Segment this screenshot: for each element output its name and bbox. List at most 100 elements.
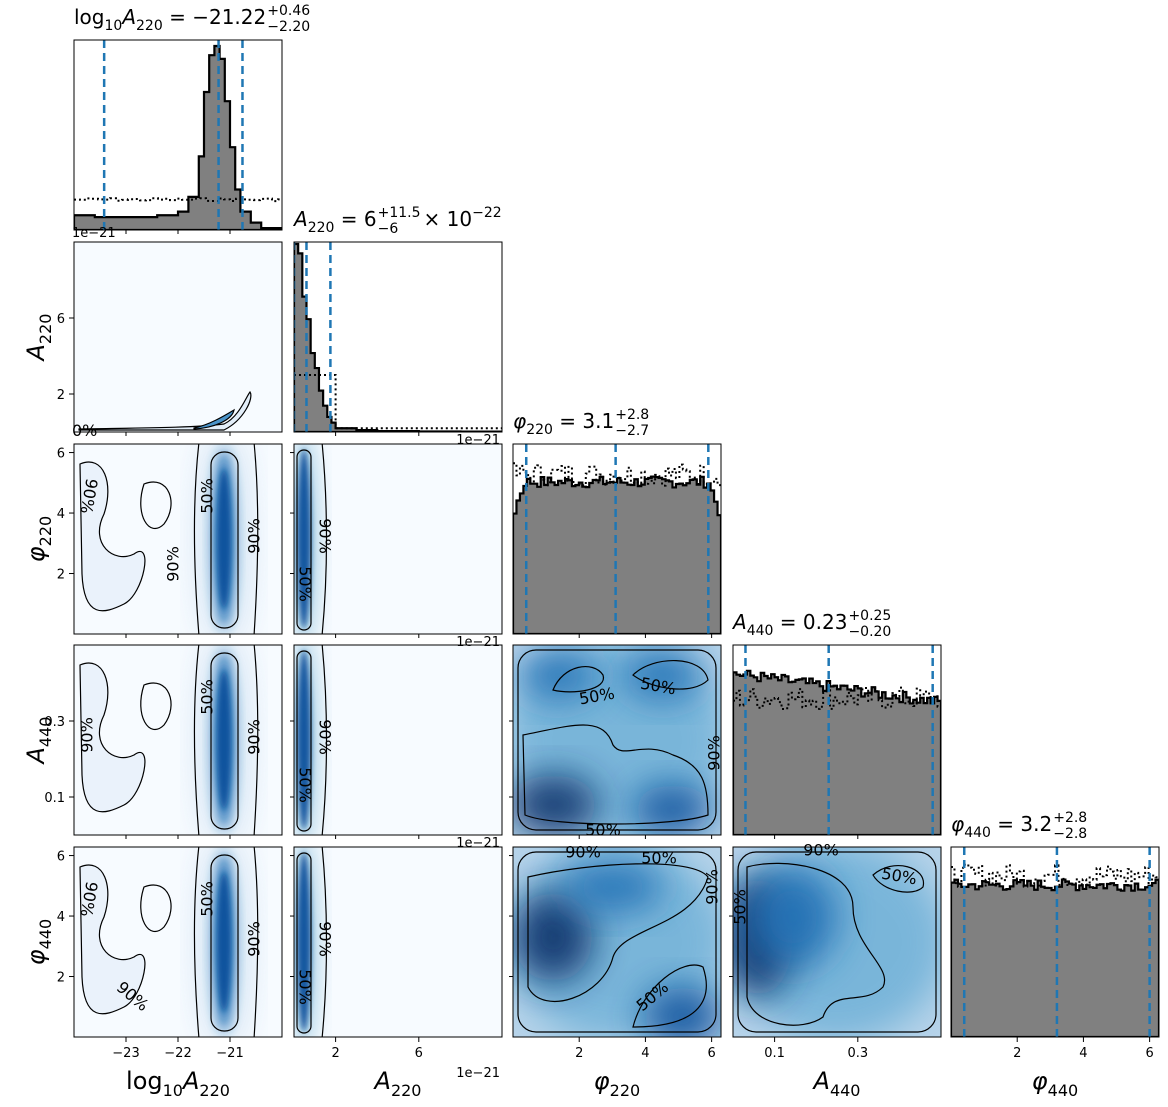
prior-histogram <box>951 863 1159 888</box>
x-offset-label: 1e−21 <box>456 836 500 851</box>
x-tick-label: 6 <box>1145 1046 1153 1061</box>
svg-text:φ220 = 3.1: φ220 = 3.1 <box>513 409 614 438</box>
y-tick-label: 0.3 <box>44 715 65 730</box>
marginal-A440 <box>732 644 942 836</box>
marginal-phi440 <box>950 846 1160 1038</box>
y-axis-label-A440: A440 <box>22 717 55 766</box>
y-offset-label: 1e−21 <box>72 226 116 241</box>
x-axis-label-A220: A220 <box>373 1067 422 1100</box>
contour-label-90: 90% <box>245 921 264 957</box>
x-tick-label: 2 <box>575 1046 583 1061</box>
marginal-log10A220 <box>73 39 283 231</box>
contour-90 <box>321 847 328 1037</box>
posterior-histogram <box>733 669 941 835</box>
panel-frame <box>293 846 503 1038</box>
panel-frame <box>950 846 1160 1038</box>
contour-label-50: 50% <box>198 478 217 514</box>
contour-50 <box>296 449 312 631</box>
x-tick-label: 6 <box>707 1046 715 1061</box>
panel-frame <box>293 644 503 836</box>
contour-label: 50% <box>585 821 621 840</box>
contour-label-90: 90% <box>164 546 183 582</box>
panel-frame <box>732 846 942 1038</box>
svg-text:+2.8−2.7: +2.8 −2.7 <box>615 407 649 439</box>
panel-log10A220-vs-A440: 50% 90% 90% <box>74 645 282 835</box>
svg-text:+0.46−2.20: +0.46 −2.20 <box>267 3 310 35</box>
contour-90 <box>517 649 717 831</box>
x-offset-label: 1e−21 <box>456 635 500 650</box>
contour-label: 90% <box>803 841 839 860</box>
prior-histogram <box>74 197 282 203</box>
x-axis-label-A440: A440 <box>812 1067 861 1100</box>
posterior-histogram <box>951 878 1159 1037</box>
svg-text:× 10−22: × 10−22 <box>424 205 502 231</box>
contour-label-50: 50% <box>296 767 315 803</box>
contour-label-50: 50% <box>296 566 315 602</box>
x-tick-label: −21 <box>216 1046 243 1061</box>
contour-50 <box>210 451 239 629</box>
contour-label-90: 90% <box>78 717 97 753</box>
contour-label: 90% <box>705 735 724 771</box>
x-tick-label: 0.3 <box>847 1046 868 1061</box>
contour-label-50: 50% <box>198 679 217 715</box>
panel-A220-vs-phi440: 90%50% <box>294 847 502 1037</box>
contour-label-partial: 0% <box>72 421 97 440</box>
posterior-histogram <box>513 475 721 634</box>
x-tick-label: 6 <box>415 1046 423 1061</box>
contour-50 <box>296 650 312 832</box>
contour-50 <box>210 652 239 830</box>
panel-frame <box>293 443 503 635</box>
x-tick-label: 0.1 <box>764 1046 785 1061</box>
panel-frame <box>512 644 722 836</box>
svg-text:+11.5−6: +11.5 −6 <box>378 205 421 237</box>
contour-label-50: 50% <box>296 969 315 1005</box>
contour-90 <box>193 645 259 835</box>
contour-90 <box>517 851 717 1033</box>
y-tick-label: 6 <box>57 850 65 865</box>
title-phi220: φ220 = 3.1 +2.8 −2.7 <box>513 407 649 439</box>
y-tick-label: 4 <box>57 507 65 522</box>
contour-90 <box>737 851 937 1033</box>
title-A220: A220 = 6 +11.5 −6 × 10−22 <box>292 205 502 237</box>
x-axis-label-phi220: φ220 <box>594 1067 640 1100</box>
y-tick-label: 2 <box>57 388 65 403</box>
x-tick-label: −23 <box>112 1046 139 1061</box>
y-axis-label-phi440: φ440 <box>22 919 55 965</box>
svg-text:A220 = 6: A220 = 6 <box>292 207 377 236</box>
contour-label-50: 50% <box>198 881 217 917</box>
x-tick-label: −22 <box>164 1046 191 1061</box>
contour-90 <box>321 444 328 634</box>
title-A440: A440 = 0.23 +0.25 −0.20 <box>731 608 891 640</box>
panel-frame <box>512 846 722 1038</box>
contour-90 <box>193 847 259 1037</box>
contour-label: 90% <box>565 843 601 862</box>
panel-frame <box>293 241 503 433</box>
y-tick-label: 2 <box>57 568 65 583</box>
x-tick-label: 4 <box>1079 1046 1087 1061</box>
panel-A220-vs-A440: 90%50% <box>294 645 502 835</box>
contour-label-90: 90% <box>316 518 335 554</box>
contour-label: 90% <box>703 869 722 905</box>
title-phi440: φ440 = 3.2 +2.8 −2.8 <box>951 810 1087 842</box>
contour-50 <box>296 852 312 1034</box>
panel-log10A220-vs-phi440: 50%90%90%90% <box>74 847 282 1037</box>
x-offset-label: 1e−21 <box>456 1066 500 1081</box>
x-axis-label-log10A220: log10A220 <box>126 1067 230 1100</box>
svg-text:+0.25−0.20: +0.25 −0.20 <box>848 608 891 640</box>
x-tick-label: 4 <box>641 1046 649 1061</box>
prior-histogram <box>513 462 721 487</box>
y-tick-label: 6 <box>57 447 65 462</box>
contour-label-90: 90% <box>316 719 335 755</box>
prior-histogram <box>733 686 941 710</box>
x-tick-label: 2 <box>1013 1046 1021 1061</box>
contour-label-90: 90% <box>316 921 335 957</box>
y-tick-label: 2 <box>57 971 65 986</box>
prior-histogram <box>294 374 502 430</box>
svg-text:A440 = 0.23: A440 = 0.23 <box>731 610 847 639</box>
x-tick-label: 2 <box>331 1046 339 1061</box>
contour-90 <box>321 645 328 835</box>
contour-label-90: 90% <box>245 518 264 554</box>
panel-log10A220-vs-A220: 0% <box>72 242 282 440</box>
y-tick-label: 6 <box>57 312 65 327</box>
